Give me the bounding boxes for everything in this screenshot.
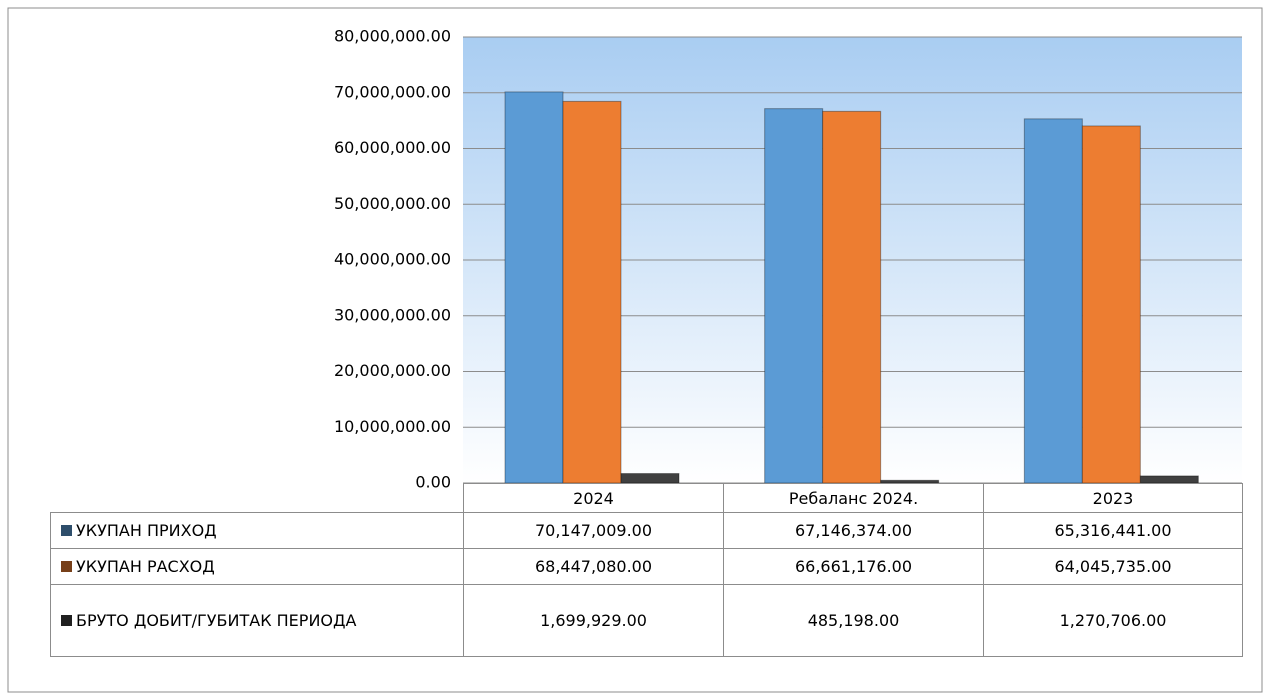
y-tick-label: 50,000,000.00	[334, 194, 451, 213]
legend-swatch	[61, 561, 72, 572]
legend-cell: УКУПАН ПРИХОД	[50, 512, 464, 549]
table-row: УКУПАН ПРИХОД 70,147,009.00 67,146,374.00 6…	[50, 512, 1243, 549]
value-cell: 1,270,706.00	[983, 584, 1243, 657]
data-table: 2024 Ребаланс 2024. 2023 УКУПАН ПРИХОД 70,14…	[50, 483, 1243, 657]
y-tick-label: 80,000,000.00	[334, 27, 451, 46]
table-row: БРУТО ДОБИТ/ГУБИТАК ПЕРИОДА 1,699,929.00 4…	[50, 584, 1243, 657]
value-cell: 67,146,374.00	[723, 512, 984, 549]
legend-label: БРУТО ДОБИТ/ГУБИТАК ПЕРИОДА	[76, 611, 357, 630]
table-header-row: 2024 Ребаланс 2024. 2023	[50, 483, 1243, 513]
y-tick-label: 30,000,000.00	[334, 305, 451, 324]
table-row: УКУПАН РАСХОД 68,447,080.00 66,661,176.00 6…	[50, 548, 1243, 585]
empty-cell	[50, 483, 464, 513]
bar	[822, 110, 882, 484]
bar	[562, 100, 622, 484]
bar	[504, 91, 564, 484]
bar	[620, 473, 680, 484]
bar	[1081, 125, 1141, 484]
value-cell: 485,198.00	[723, 584, 984, 657]
legend-cell: УКУПАН РАСХОД	[50, 548, 464, 585]
legend-swatch	[61, 525, 72, 536]
bar	[1139, 475, 1199, 484]
value-cell: 64,045,735.00	[983, 548, 1243, 585]
value-cell: 68,447,080.00	[463, 548, 724, 585]
legend-swatch	[61, 615, 72, 626]
y-tick-label: 70,000,000.00	[334, 82, 451, 101]
x-tick-label: Ребаланс 2024.	[723, 483, 984, 513]
legend-label: УКУПАН ПРИХОД	[76, 521, 217, 540]
y-tick-label: 20,000,000.00	[334, 361, 451, 380]
legend-cell: БРУТО ДОБИТ/ГУБИТАК ПЕРИОДА	[50, 584, 464, 657]
y-tick-label: 60,000,000.00	[334, 138, 451, 157]
x-tick-label: 2024	[463, 483, 724, 513]
value-cell: 65,316,441.00	[983, 512, 1243, 549]
bar	[764, 108, 824, 484]
value-cell: 1,699,929.00	[463, 584, 724, 657]
x-tick-label: 2023	[983, 483, 1243, 513]
bar	[880, 479, 940, 484]
bar	[1023, 118, 1083, 484]
value-cell: 66,661,176.00	[723, 548, 984, 585]
legend-label: УКУПАН РАСХОД	[76, 557, 215, 576]
y-tick-label: 40,000,000.00	[334, 250, 451, 269]
y-tick-label: 10,000,000.00	[334, 417, 451, 436]
value-cell: 70,147,009.00	[463, 512, 724, 549]
